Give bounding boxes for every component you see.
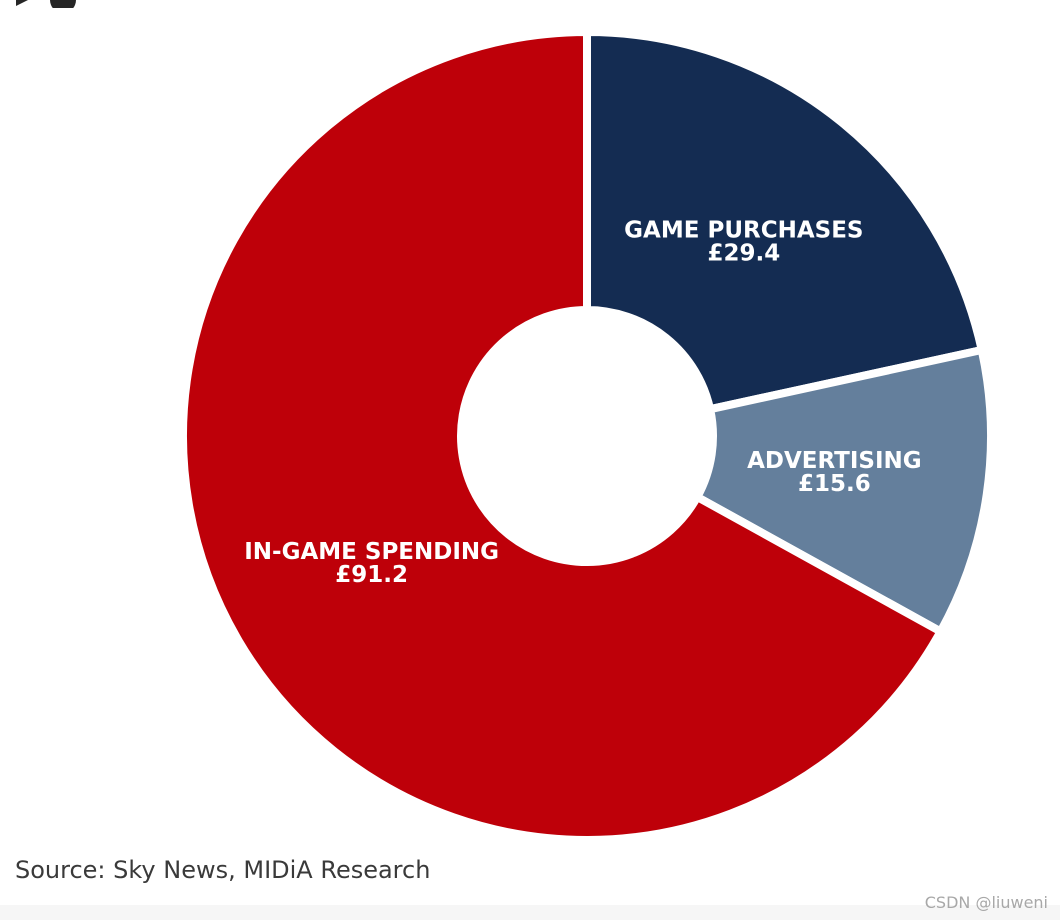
source-note: Source: Sky News, MIDiA Research — [15, 856, 431, 884]
slice-game-purchases — [583, 28, 986, 414]
slice-label: IN-GAME SPENDING — [244, 539, 499, 565]
slice-label: ADVERTISING — [747, 448, 922, 474]
slices-group — [179, 28, 995, 844]
slice-advertising — [693, 345, 995, 636]
triangle-icon — [16, 0, 28, 6]
bottom-band — [0, 905, 1060, 920]
slice-value: £15.6 — [798, 471, 871, 497]
labels-group: GAME PURCHASES£29.4 ADVERTISING£15.6 IN-GA… — [244, 217, 921, 588]
slice-value: £29.4 — [707, 240, 780, 266]
circle-icon — [50, 0, 76, 8]
slice-in-game-spending — [179, 28, 945, 844]
watermark: CSDN @liuweni — [924, 893, 1048, 912]
slice-label: GAME PURCHASES — [624, 217, 863, 243]
slice-value: £91.2 — [335, 562, 408, 588]
play-icon[interactable] — [14, 0, 84, 8]
